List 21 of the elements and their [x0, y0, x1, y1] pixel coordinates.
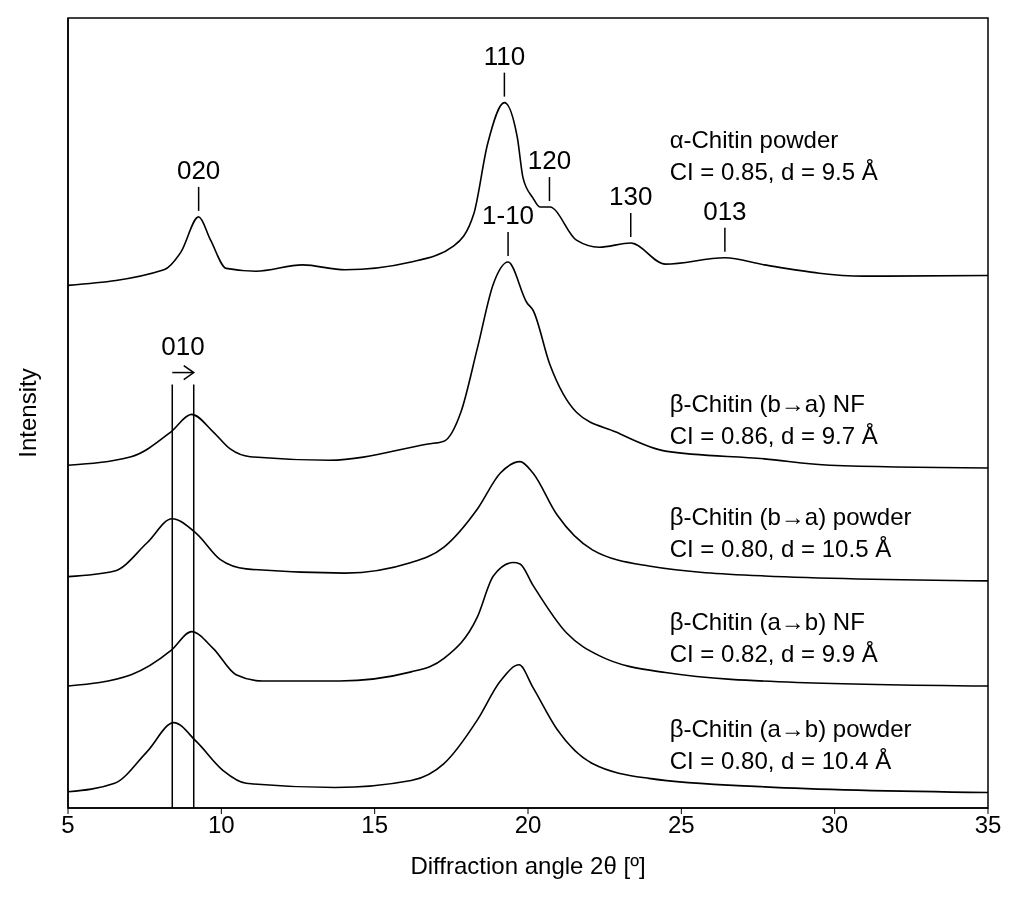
x-tick-label: 30: [821, 811, 849, 839]
series-label: β-Chitin (a→b) powder CI = 0.80, d = 10.4 Å: [669, 715, 912, 775]
x-axis-title: Diffraction angle 2θ [º]: [410, 852, 646, 879]
annotation: 020: [176, 154, 221, 185]
x-tick-label: 15: [361, 811, 389, 839]
x-tick-label: 25: [667, 811, 695, 839]
annotation: 013: [703, 195, 747, 226]
x-tick-label: 20: [514, 811, 542, 839]
annotation: 1-10: [482, 200, 535, 231]
series-label: β-Chitin (b→a) powder CI = 0.80, d = 10.5 Å: [669, 503, 912, 563]
series-label: β-Chitin (b→a) NF CI = 0.86, d = 9.7 Å: [669, 390, 878, 450]
annotation: 010: [161, 330, 205, 361]
x-tick-label: 5: [61, 811, 75, 839]
annotation: 110: [483, 40, 526, 71]
annotation: 130: [609, 181, 653, 212]
series-label: β-Chitin (a→b) NF CI = 0.82, d = 9.9 Å: [669, 608, 878, 668]
annotation: 120: [527, 145, 572, 176]
x-tick-label: 10: [207, 811, 235, 839]
y-axis-title: Intensity: [14, 368, 42, 458]
text: α-Chitin powder CI = 0.85, d = 9.5 Å: [669, 126, 878, 186]
x-tick-label: 35: [974, 811, 1002, 839]
